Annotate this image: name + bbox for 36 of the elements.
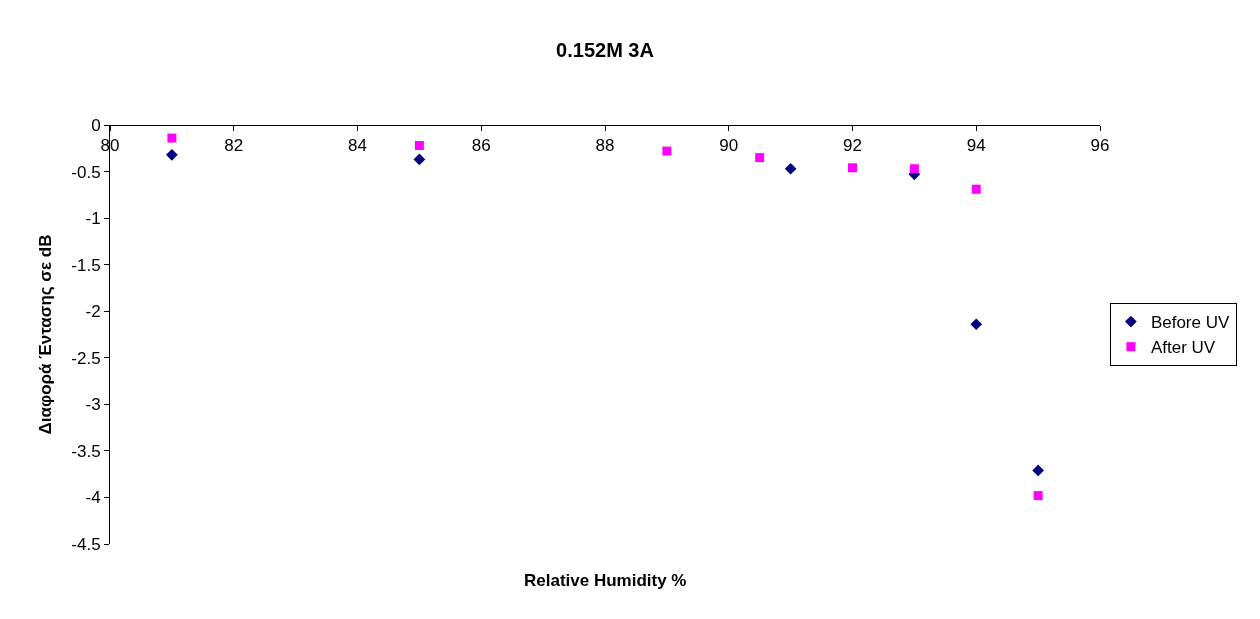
y-tick-label: -3 <box>85 395 101 415</box>
point <box>413 153 426 166</box>
point <box>1032 464 1044 477</box>
y-tick-label: -4.5 <box>71 534 101 554</box>
x-tick-label: 96 <box>1090 136 1110 156</box>
legend-label: Before UV <box>1150 313 1230 333</box>
y-tick-label: -1.5 <box>71 255 101 275</box>
y-tick-label: -2 <box>85 302 101 322</box>
x-tick-label: 82 <box>224 136 244 156</box>
legend-label: After UV <box>1150 338 1216 358</box>
point <box>970 318 983 331</box>
point <box>909 164 919 174</box>
x-tick-label: 94 <box>966 136 986 156</box>
chart-title: 0.152M 3A <box>556 39 654 62</box>
y-tick-label: -1 <box>85 209 101 229</box>
y-tick-label: -2.5 <box>71 348 101 368</box>
x-axis-title: Relative Humidity % <box>524 571 687 590</box>
x-tick-label: 86 <box>471 136 491 156</box>
point <box>662 146 672 156</box>
point <box>167 133 177 143</box>
point <box>414 140 424 150</box>
y-tick-label: -3.5 <box>71 441 101 461</box>
point <box>1033 491 1043 501</box>
x-tick-label: 92 <box>843 136 862 156</box>
y-tick-label: 0 <box>91 115 101 135</box>
x-tick-label: 88 <box>595 136 615 156</box>
point <box>848 163 857 173</box>
point <box>971 184 981 194</box>
point <box>784 162 797 175</box>
point <box>166 148 178 161</box>
point <box>755 153 765 163</box>
y-axis-title: Διαφορά Έντασης σε dB <box>35 234 55 435</box>
y-tick-label: -0.5 <box>71 162 101 182</box>
x-tick-label: 90 <box>719 136 739 156</box>
y-tick-label: -4 <box>85 488 101 508</box>
x-tick-label: 84 <box>348 136 367 156</box>
